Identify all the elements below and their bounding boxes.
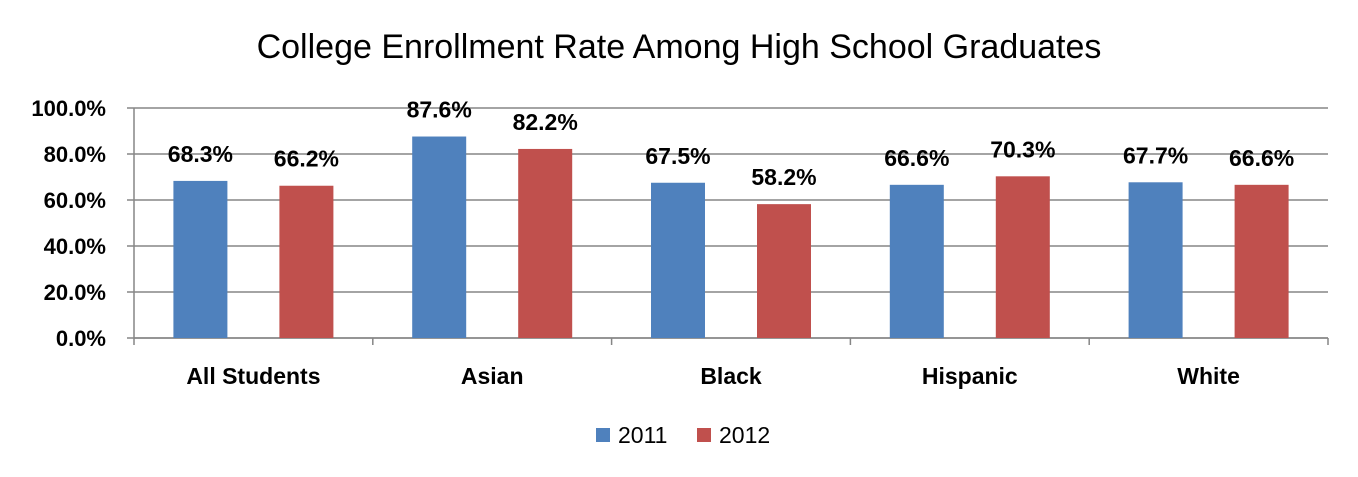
legend-label: 2011	[618, 422, 667, 448]
data-label: 67.7%	[1123, 142, 1188, 168]
y-tick-label: 40.0%	[44, 234, 106, 259]
bar-2012-asian	[518, 148, 573, 338]
x-tick-label: White	[1177, 363, 1240, 389]
data-label: 66.2%	[274, 146, 339, 172]
legend-swatch	[697, 428, 711, 442]
data-label: 67.5%	[645, 143, 710, 169]
bar-2012-white	[1234, 184, 1289, 338]
bar-2011-black	[651, 182, 705, 338]
y-tick-label: 100.0%	[31, 96, 106, 121]
data-label: 68.3%	[168, 141, 233, 167]
data-label: 70.3%	[990, 136, 1055, 162]
data-label: 58.2%	[751, 164, 816, 190]
x-tick-label: Black	[700, 363, 762, 389]
bars	[173, 136, 1289, 338]
legend: 2011 2012	[596, 422, 770, 448]
bar-2011-white	[1128, 182, 1183, 338]
bar-2011-all-students	[173, 180, 228, 338]
bar-2011-asian	[412, 136, 467, 338]
bar-2012-black	[757, 204, 811, 338]
x-axis: All Students Asian Black Hispanic White	[133, 337, 1329, 389]
y-tick-label: 20.0%	[44, 280, 106, 305]
bar-2012-all-students	[279, 185, 334, 338]
y-tick-label: 60.0%	[44, 188, 106, 213]
chart-title: College Enrollment Rate Among High Schoo…	[257, 28, 1102, 66]
bar-2012-hispanic	[995, 176, 1050, 338]
y-axis: 0.0% 20.0% 40.0% 60.0% 80.0% 100.0%	[31, 96, 135, 351]
x-tick-label: Asian	[461, 363, 524, 389]
data-label: 87.6%	[407, 97, 472, 123]
data-label: 82.2%	[513, 109, 578, 135]
x-tick-label: Hispanic	[922, 363, 1018, 389]
y-tick-label: 80.0%	[44, 142, 106, 167]
legend-label: 2012	[719, 422, 770, 448]
data-labels: 68.3% 87.6% 67.5% 66.6% 67.7% 66.2% 82.2% 58.2%…	[168, 97, 1294, 191]
data-label: 66.6%	[1229, 145, 1294, 171]
x-tick-label: All Students	[186, 363, 320, 389]
data-label: 66.6%	[884, 145, 949, 171]
legend-swatch	[596, 428, 610, 442]
bar-2011-hispanic	[889, 184, 944, 338]
y-tick-label: 0.0%	[56, 326, 106, 351]
